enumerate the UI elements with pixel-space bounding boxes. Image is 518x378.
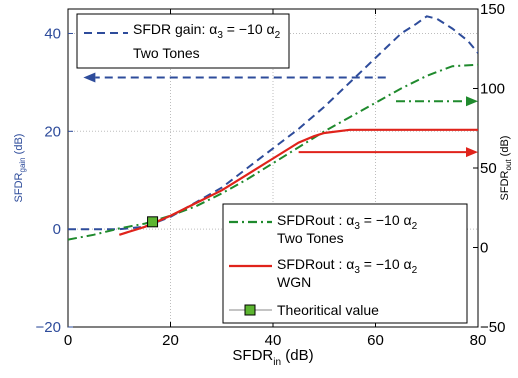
y-right-tick-label: 0	[480, 240, 488, 257]
gain-arrow-left-head	[83, 72, 96, 83]
wgn-arrow-right-head	[466, 147, 478, 158]
legend-theoretical-swatch	[244, 304, 256, 316]
theoretical-value-marker	[147, 216, 159, 228]
legend-top-box	[76, 13, 290, 69]
y-right-tick-label: 50	[480, 160, 497, 177]
legend-bottom-label-line2: WGN	[277, 274, 311, 290]
data-series	[68, 15, 478, 241]
y-left-tick-label: 0	[53, 221, 61, 238]
x-tick-label: 20	[162, 332, 179, 349]
legend-theoretical-label: Theoritical value	[277, 302, 379, 318]
legend-bottom-box	[222, 203, 468, 324]
y-left-tick-label: 20	[44, 123, 61, 140]
sfdr-out-wgn-line	[118, 128, 478, 236]
y-right-tick-label: −50	[480, 319, 505, 336]
legend-bottom-label-line1: SFDRout : α3 = −10 α2	[277, 212, 418, 232]
y-left-tick-label: −20	[36, 319, 61, 336]
sfdr-gain-two-tones-line	[68, 15, 478, 231]
y-right-tick-label: 100	[480, 81, 505, 98]
legend-top-label-line2: Two Tones	[133, 45, 200, 61]
y-right-axis-label: SFDRout (dB)	[499, 136, 513, 201]
y-left-tick-label: 40	[44, 25, 61, 42]
x-tick-label: 40	[265, 332, 282, 349]
x-tick-label: 60	[367, 332, 384, 349]
legend-top-label-line1: SFDR gain: α3 = −10 α2	[133, 21, 281, 41]
two-tones-arrow-right-head	[466, 96, 478, 107]
x-tick-label: 80	[470, 332, 487, 349]
x-tick-label: 0	[64, 332, 72, 349]
legend-bottom-label-line1: SFDRout : α3 = −10 α2	[277, 256, 418, 276]
annotation-arrows	[83, 72, 478, 158]
axis-labels: SFDRin (dB) SFDRgain (dB) SFDRout (dB)	[13, 134, 513, 368]
legend-bottom-label-line2: Two Tones	[277, 230, 344, 246]
y-right-tick-label: 150	[480, 1, 505, 18]
x-axis-label: SFDRin (dB)	[232, 347, 313, 368]
y-left-axis-label: SFDRgain (dB)	[13, 134, 27, 203]
